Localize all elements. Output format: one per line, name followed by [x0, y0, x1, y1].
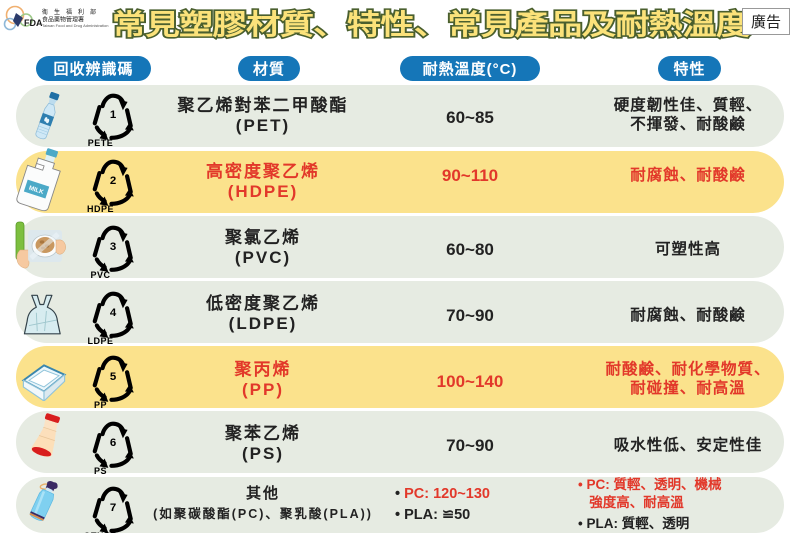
svg-text:3: 3	[110, 241, 116, 253]
svg-text:4: 4	[110, 307, 117, 319]
svg-text:Taiwan Food and Drug Administr: Taiwan Food and Drug Administration	[42, 23, 108, 28]
svg-text:5: 5	[110, 371, 117, 383]
svg-text:FDA: FDA	[24, 18, 43, 28]
svg-text:2: 2	[110, 175, 116, 187]
svg-text:衛 生 福 利 部: 衛 生 福 利 部	[42, 8, 96, 16]
svg-text:7: 7	[110, 502, 116, 514]
svg-text:1: 1	[110, 109, 117, 121]
svg-text:6: 6	[110, 437, 116, 449]
